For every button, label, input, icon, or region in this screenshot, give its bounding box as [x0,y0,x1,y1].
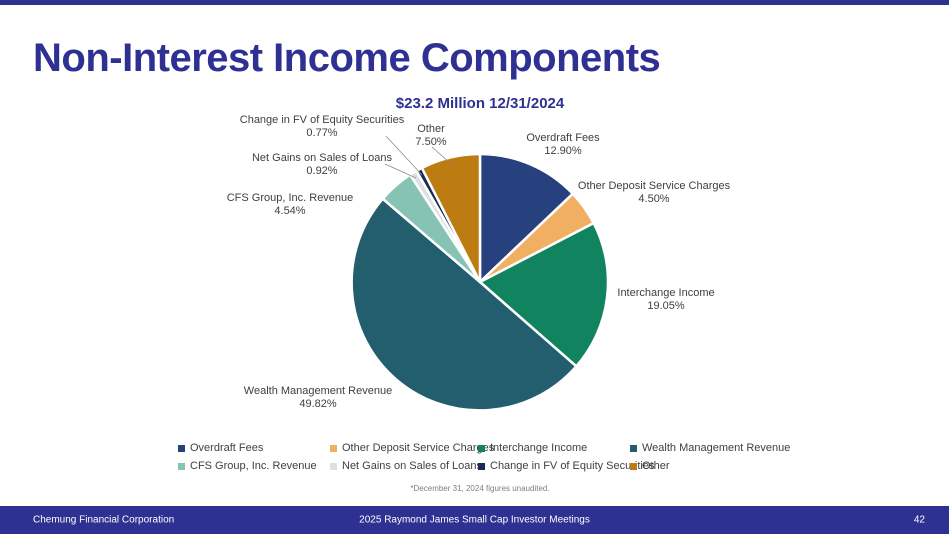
legend-label-overdraft-fees: Overdraft Fees [190,442,264,454]
legend-item-wealth-management-revenue: Wealth Management Revenue [630,442,790,454]
pie-slice-interchange-income [478,221,610,368]
pie-label-net-gains-on-sales-of-loans: Net Gains on Sales of Loans 0.92% [251,152,393,178]
top-accent-bar [0,0,949,5]
leader-line-change-in-fv [385,135,423,176]
pie-label-cfs-group-inc-revenue: CFS Group, Inc. Revenue 4.54% [226,192,354,218]
leader-line-other [431,146,452,165]
legend-swatch-other [630,462,637,470]
legend-swatch-overdraft-fees [178,444,185,452]
legend-item-interchange-income: Interchange Income [478,442,630,454]
legend-item-other: Other [630,460,790,472]
footer-company: Chemung Financial Corporation [33,514,175,526]
legend-item-change-in-fv-of-equity-securities: Change in FV of Equity Securities [478,460,654,472]
legend-swatch-interchange-income [478,444,485,452]
legend-label-wealth-management-revenue: Wealth Management Revenue [642,442,791,454]
legend-swatch-cfs-group-inc-revenue [178,462,185,470]
pie-slice-wealth-management-revenue [350,197,578,412]
pie-label-other-deposit-service-charges: Other Deposit Service Charges 4.50% [577,180,731,206]
legend-item-cfs-group-inc-revenue: CFS Group, Inc. Revenue [178,460,330,472]
footer-bar: Chemung Financial Corporation 2025 Raymo… [0,506,949,534]
footnote: *December 31, 2024 figures unaudited. [410,484,550,493]
pie-label-change-in-fv-of-equity-securities: Change in FV of Equity Securities 0.77% [239,114,405,140]
legend-label-net-gains-on-sales-of-loans: Net Gains on Sales of Loans [342,460,483,472]
legend-label-change-in-fv-of-equity-securities: Change in FV of Equity Securities [490,460,655,472]
legend-label-interchange-income: Interchange Income [490,442,588,454]
legend-swatch-other-deposit-service-charges [330,444,337,452]
legend-item-overdraft-fees: Overdraft Fees [178,442,330,454]
pie-label-interchange-income: Interchange Income 19.05% [617,287,715,313]
pie-slice-overdraft-fees [478,152,575,284]
legend-item-other-deposit-service-charges: Other Deposit Service Charges [330,442,494,454]
legend-swatch-wealth-management-revenue [630,444,637,452]
pie-label-overdraft-fees: Overdraft Fees 12.90% [526,132,600,158]
footer-page-number: 42 [913,514,925,526]
legend-item-net-gains-on-sales-of-loans: Net Gains on Sales of Loans [330,460,482,472]
pie-slice-other [420,152,482,284]
leader-line-net-gains [384,163,417,179]
legend-label-other-deposit-service-charges: Other Deposit Service Charges [342,442,495,454]
legend-swatch-change-in-fv-of-equity-securities [478,462,485,470]
legend-label-cfs-group-inc-revenue: CFS Group, Inc. Revenue [190,460,317,472]
legend-swatch-net-gains-on-sales-of-loans [330,462,337,470]
chart-legend: Overdraft Fees Other Deposit Service Char… [178,442,790,472]
footer-event-title: 2025 Raymond James Small Cap Investor Me… [359,514,590,526]
pie-label-wealth-management-revenue: Wealth Management Revenue 49.82% [243,385,393,411]
pie-label-other: Other 7.50% [415,123,447,149]
legend-label-other: Other [642,460,670,472]
chart-title: $23.2 Million 12/31/2024 [395,95,565,112]
pie-plot [350,135,610,412]
slide-title: Non-Interest Income Components [33,36,661,80]
